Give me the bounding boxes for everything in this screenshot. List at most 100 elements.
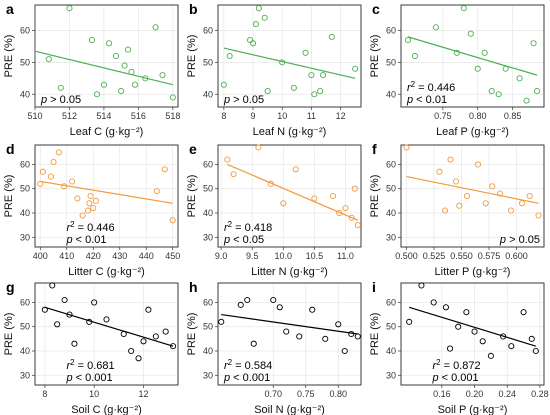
y-tick-label: 50 (203, 322, 213, 332)
stat-value: < 0.001 (230, 372, 270, 384)
y-tick-label: 50 (386, 184, 396, 194)
data-point (255, 144, 262, 151)
data-point (169, 217, 176, 224)
data-point (93, 91, 101, 98)
y-axis-label: PRE (%) (369, 175, 381, 218)
data-point (292, 166, 299, 173)
plot-area (217, 144, 362, 248)
data-point (471, 328, 478, 335)
stat-annotation: p > 0.05 (40, 94, 81, 106)
data-point (354, 333, 361, 340)
stat-annotation: r2 = 0.446 (407, 80, 455, 94)
data-point (92, 197, 99, 204)
data-point (311, 91, 318, 98)
data-point (489, 183, 496, 190)
plot-area (217, 282, 362, 386)
data-point (354, 222, 361, 229)
stat-annotation: p < 0.01 (65, 234, 106, 246)
x-tick-label: 11 (307, 111, 316, 121)
y-tick-label: 30 (203, 370, 213, 380)
data-point (322, 335, 329, 342)
y-tick-label: 40 (20, 346, 30, 356)
stat-value: < 0.01 (413, 94, 447, 106)
panel-letter: i (372, 279, 376, 295)
data-point (121, 62, 128, 69)
data-point (436, 168, 443, 175)
data-point (311, 195, 318, 202)
data-point (507, 207, 515, 214)
y-axis-label: PRE (%) (3, 35, 15, 78)
stat-value: = 0.584 (232, 360, 272, 372)
trend-line (223, 47, 356, 79)
x-tick-label: 0.600 (505, 251, 528, 261)
y-axis-label: PRE (%) (186, 175, 198, 218)
data-point (230, 171, 237, 178)
data-point (54, 321, 61, 328)
data-point (502, 65, 509, 72)
trend-line (221, 313, 358, 335)
data-point (442, 304, 449, 311)
data-point (74, 195, 81, 202)
data-point (112, 52, 120, 60)
x-tick-label: 9.0 (215, 251, 228, 261)
data-point (352, 65, 359, 72)
data-point (348, 214, 355, 221)
stat-symbol: p (223, 372, 230, 384)
stat-value: > 0.05 (47, 94, 81, 106)
stat-annotation: p > 0.05 (223, 94, 264, 106)
stat-value: < 0.05 (230, 234, 264, 246)
panel-i: 0.16 0.20 0.24 0.28 30 40 50 60 i PRE (%) Soil P (… (369, 279, 549, 415)
data-point (91, 299, 98, 306)
data-point (481, 49, 488, 56)
x-tick-label: 8 (42, 389, 47, 399)
panel-a: 510 512 514 516 518 40 50 60 a PRE (%) Leaf C (g·k… (3, 1, 180, 138)
data-point (152, 333, 159, 340)
x-tick-label: 0.500 (395, 251, 418, 261)
data-point (162, 328, 169, 335)
data-point (317, 88, 324, 95)
stat-symbol: r (432, 360, 437, 372)
y-tick-label: 40 (386, 208, 396, 218)
data-point (140, 338, 147, 345)
y-tick-label: 40 (20, 89, 30, 99)
x-tick-label: 450 (165, 251, 180, 261)
data-point (467, 30, 474, 37)
x-tick-label: 0.20 (466, 389, 484, 399)
stat-superscript: 2 (228, 220, 233, 229)
data-point (526, 192, 533, 200)
stat-symbol: p (431, 372, 438, 384)
data-point (532, 347, 539, 355)
data-point (290, 84, 297, 91)
y-axis-label: PRE (%) (186, 35, 198, 78)
data-point (128, 68, 135, 75)
stat-annotation: p > 0.05 (499, 234, 540, 246)
data-point (456, 202, 463, 209)
data-point (145, 306, 152, 313)
stat-annotation: p < 0.001 (65, 372, 112, 384)
x-tick-label: 0.550 (450, 251, 473, 261)
x-axis-label: Soil C (g·kg⁻²) (71, 404, 142, 415)
data-point (336, 209, 343, 217)
data-point (404, 37, 412, 44)
x-axis-label: Soil P (g·kg⁻²) (438, 404, 508, 415)
stat-superscript: 2 (228, 358, 233, 367)
y-tick-label: 50 (386, 57, 396, 67)
data-point (159, 72, 166, 79)
y-tick-label: 40 (386, 89, 396, 99)
data-point (152, 24, 159, 31)
stat-symbol: r (66, 222, 71, 234)
x-tick-label: 10 (89, 389, 99, 399)
x-axis-label: Leaf N (g·kg⁻²) (253, 126, 327, 138)
plot-border (217, 4, 362, 108)
panel-b: 8 9 10 11 12 40 50 60 b PRE (%) Leaf N (g·kg⁻²) p >… (186, 1, 362, 138)
stat-value: < 0.001 (73, 372, 113, 384)
data-point (86, 200, 93, 207)
data-point (135, 355, 142, 362)
data-point (270, 296, 277, 304)
data-point (118, 88, 125, 95)
x-tick-label: 514 (96, 111, 111, 121)
data-point (100, 81, 107, 88)
stat-value: = 0.446 (75, 222, 115, 234)
data-point (474, 65, 481, 72)
x-tick-label: 0.75 (434, 111, 452, 121)
